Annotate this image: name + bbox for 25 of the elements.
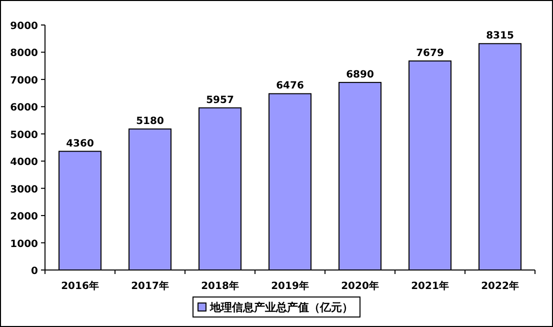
x-tick-label: 2019年 <box>271 280 309 292</box>
x-tick-label: 2020年 <box>341 280 379 292</box>
y-tick-label: 9000 <box>10 21 38 32</box>
y-tick-label: 2000 <box>10 212 38 223</box>
data-label: 4360 <box>66 138 94 150</box>
data-label: 5957 <box>206 94 234 106</box>
y-tick-label: 6000 <box>10 102 38 114</box>
data-label: 7679 <box>416 48 444 59</box>
y-tick-label: 1000 <box>10 238 38 250</box>
y-tick-label: 3000 <box>10 184 38 196</box>
x-tick-label: 2022年 <box>481 280 519 292</box>
y-tick-label: 4000 <box>10 157 38 168</box>
data-label: 6476 <box>276 80 304 92</box>
y-tick-label: 5000 <box>10 130 38 141</box>
x-tick-label: 2021年 <box>411 280 449 292</box>
x-tick-label: 2017年 <box>131 280 169 292</box>
y-tick-label: 0 <box>31 266 38 277</box>
x-tick-label: 2016年 <box>61 280 99 292</box>
data-label: 8315 <box>486 30 514 42</box>
y-tick-label: 7000 <box>10 75 38 86</box>
data-label: 6890 <box>346 69 374 80</box>
y-tick-label: 8000 <box>10 48 38 60</box>
legend-label: 地理信息产业总产值（亿元） <box>209 301 353 314</box>
x-tick-label: 2018年 <box>201 280 239 292</box>
data-label: 5180 <box>136 116 164 127</box>
